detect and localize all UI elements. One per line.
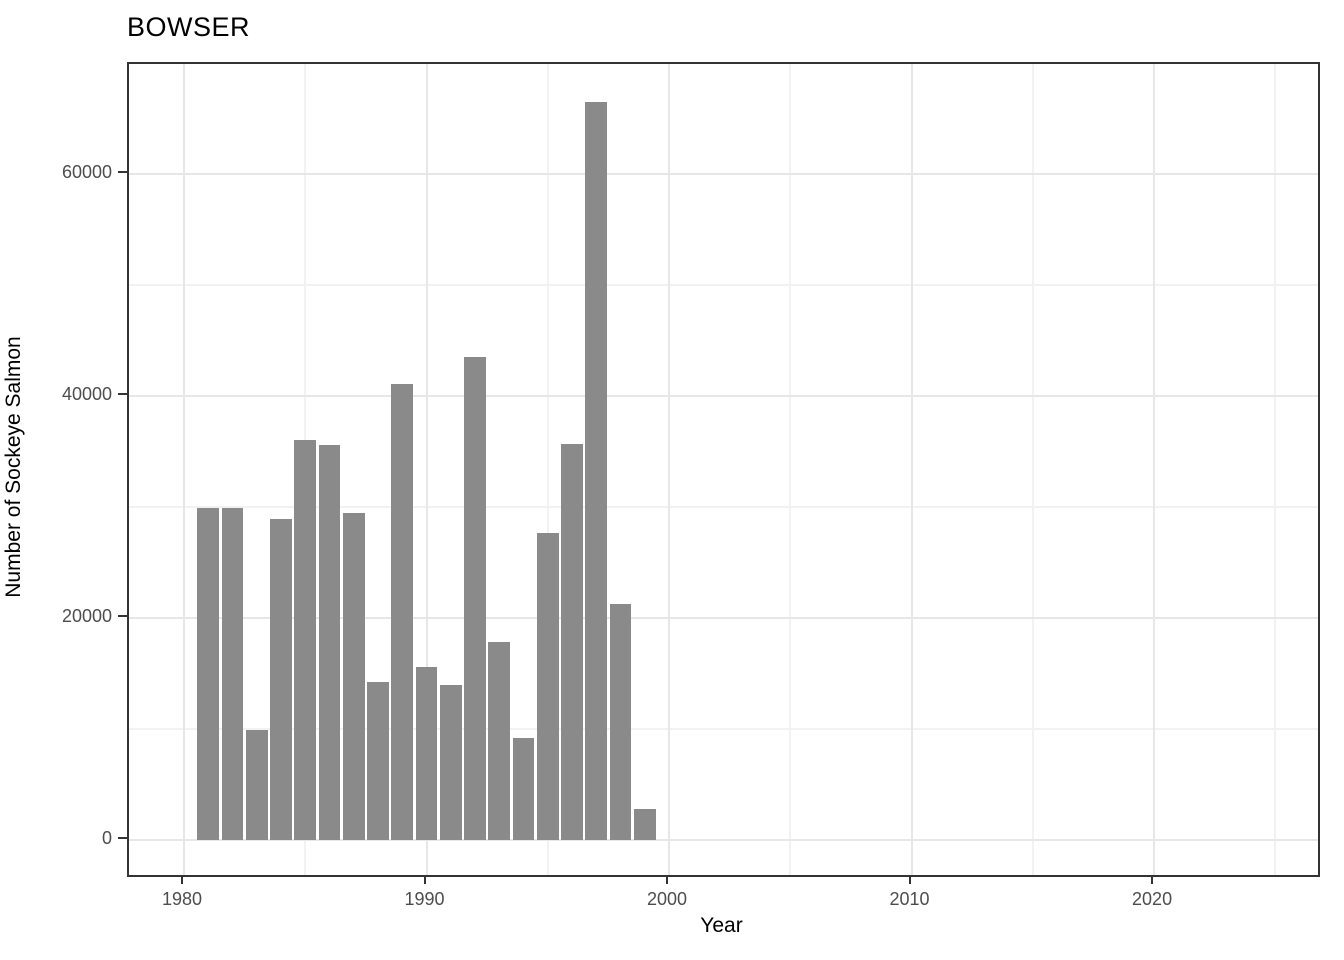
bar-1982	[221, 508, 244, 841]
x-major-gridline	[425, 64, 428, 875]
x-tick-label: 2020	[1132, 889, 1173, 909]
bar-1996	[561, 443, 583, 841]
x-tick-label: 1990	[404, 889, 445, 909]
x-major-gridline	[910, 64, 913, 875]
x-tick-mark	[908, 875, 911, 884]
bar-1984	[270, 519, 292, 841]
y-minor-gridline	[129, 728, 1318, 730]
x-tick-label: 2000	[647, 889, 688, 909]
bar-1992	[464, 357, 486, 840]
x-tick-label: 2010	[889, 889, 930, 909]
bar-1981	[197, 508, 220, 841]
bar-1985	[294, 440, 317, 840]
x-axis-title: Year	[700, 914, 743, 937]
chart-title: BOWSER	[127, 12, 251, 42]
bar-1991	[439, 684, 462, 841]
x-minor-gridline	[1274, 64, 1277, 875]
y-tick-mark	[118, 170, 127, 173]
x-major-gridline	[183, 64, 186, 875]
y-major-gridline	[129, 172, 1318, 175]
x-major-gridline	[668, 64, 671, 875]
x-minor-gridline	[789, 64, 792, 875]
y-axis-title-text: Number of Sockeye Salmon	[2, 336, 25, 598]
x-tick-mark	[181, 875, 184, 884]
x-minor-gridline	[546, 64, 549, 875]
y-tick-label: 0	[101, 828, 112, 849]
y-major-gridline	[129, 839, 1318, 842]
bar-1986	[318, 444, 341, 841]
bar-1990	[415, 666, 438, 841]
y-tick-label: 60000	[61, 161, 112, 182]
y-minor-gridline	[129, 505, 1318, 508]
y-tick-mark	[118, 614, 127, 617]
x-major-gridline	[1153, 64, 1156, 875]
x-tick-mark	[1151, 875, 1154, 884]
x-tick-label: 1980	[162, 889, 203, 909]
bar-1997	[585, 101, 608, 841]
x-minor-gridline	[1031, 64, 1034, 875]
bar-1994	[512, 737, 535, 840]
y-tick-mark	[118, 837, 127, 840]
x-tick-mark	[666, 875, 669, 884]
bar-1993	[488, 642, 511, 841]
bar-1987	[342, 512, 365, 841]
bar-1983	[245, 730, 268, 841]
plot-panel	[127, 62, 1320, 877]
y-minor-gridline	[129, 283, 1318, 286]
bar-1989	[391, 383, 414, 841]
bar-1988	[367, 682, 389, 841]
bar-1995	[536, 532, 559, 841]
bar-1998	[609, 603, 632, 841]
y-major-gridline	[129, 616, 1318, 619]
y-tick-label: 20000	[61, 605, 112, 626]
y-tick-mark	[118, 392, 127, 395]
bar-1999	[633, 808, 656, 841]
y-major-gridline	[129, 394, 1318, 397]
y-tick-label: 40000	[61, 383, 112, 404]
x-tick-mark	[423, 875, 426, 884]
